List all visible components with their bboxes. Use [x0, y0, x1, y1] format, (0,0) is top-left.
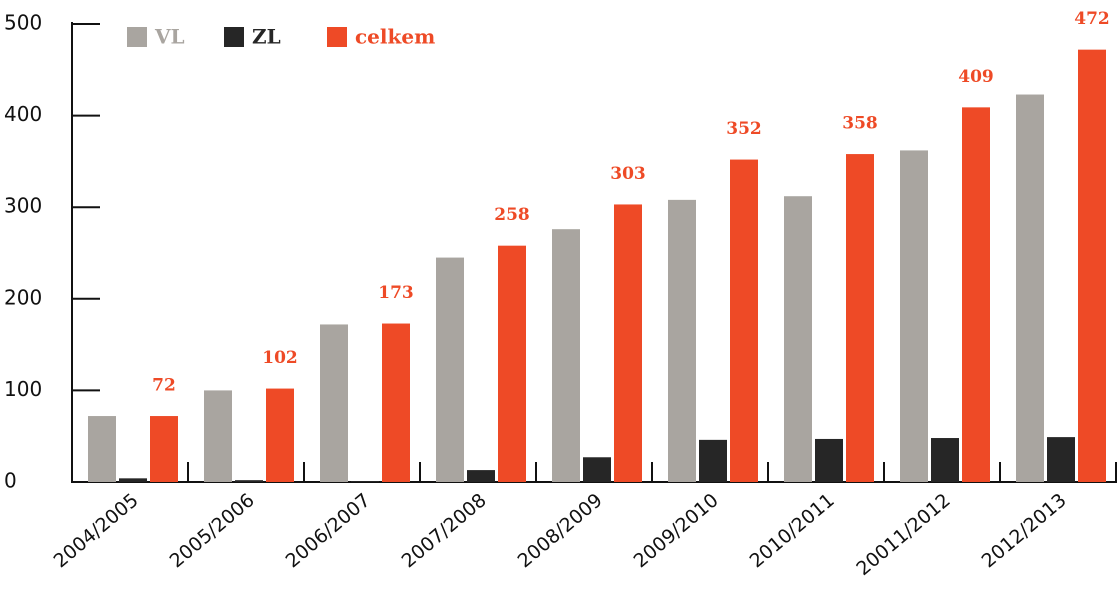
- bar: [931, 438, 959, 482]
- bar: [552, 229, 580, 482]
- bar: [1078, 49, 1106, 482]
- bar: [614, 204, 642, 482]
- data-label: 102: [262, 348, 298, 368]
- data-label: 352: [726, 119, 762, 139]
- x-tick-label: 2005/2006: [166, 489, 259, 572]
- x-tick-label: 2008/2009: [514, 489, 607, 572]
- bar: [235, 480, 263, 482]
- x-tick-label: 2012/2013: [978, 489, 1071, 572]
- bar: [467, 470, 495, 482]
- data-label: 303: [610, 164, 646, 184]
- legend-label: celkem: [355, 25, 435, 49]
- bar: [382, 323, 410, 482]
- y-tick-label: 0: [4, 469, 17, 493]
- bar: [730, 159, 758, 482]
- data-label: 409: [958, 67, 994, 87]
- bar: [119, 478, 147, 482]
- legend-swatch: [127, 27, 147, 47]
- legend-swatch: [327, 27, 347, 47]
- data-label: 472: [1074, 9, 1110, 29]
- y-tick-label: 100: [4, 377, 42, 401]
- data-label: 72: [152, 376, 176, 396]
- bar: [351, 481, 379, 482]
- legend-swatch: [224, 27, 244, 47]
- x-tick-label: 20011/2012: [852, 489, 954, 580]
- bar: [583, 457, 611, 482]
- x-tick-label: 2006/2007: [282, 489, 375, 572]
- bar: [498, 245, 526, 482]
- bar: [900, 150, 928, 482]
- legend-label: VL: [154, 25, 185, 49]
- y-tick-label: 200: [4, 285, 42, 309]
- bar: [962, 107, 990, 482]
- bar: [88, 416, 116, 482]
- x-tick-label: 2007/2008: [398, 489, 491, 572]
- legend-label: ZL: [252, 25, 281, 49]
- y-tick-label: 300: [4, 194, 42, 218]
- bar: [668, 199, 696, 482]
- bar: [150, 416, 178, 482]
- data-label: 173: [378, 283, 414, 303]
- x-tick-label: 2009/2010: [630, 489, 723, 572]
- x-tick-label: 2004/2005: [50, 489, 143, 572]
- bar: [266, 388, 294, 482]
- bar: [699, 439, 727, 482]
- y-tick-label: 400: [4, 102, 42, 126]
- bar: [320, 324, 348, 482]
- bar: [784, 196, 812, 482]
- bar: [204, 390, 232, 482]
- bar: [436, 257, 464, 482]
- data-label: 358: [842, 114, 878, 134]
- data-label: 258: [494, 205, 530, 225]
- bar: [1016, 94, 1044, 483]
- bar: [815, 438, 843, 482]
- bar: [1047, 437, 1075, 482]
- y-tick-label: 500: [4, 11, 42, 35]
- x-tick-label: 2010/2011: [746, 489, 839, 572]
- bar: [846, 154, 874, 482]
